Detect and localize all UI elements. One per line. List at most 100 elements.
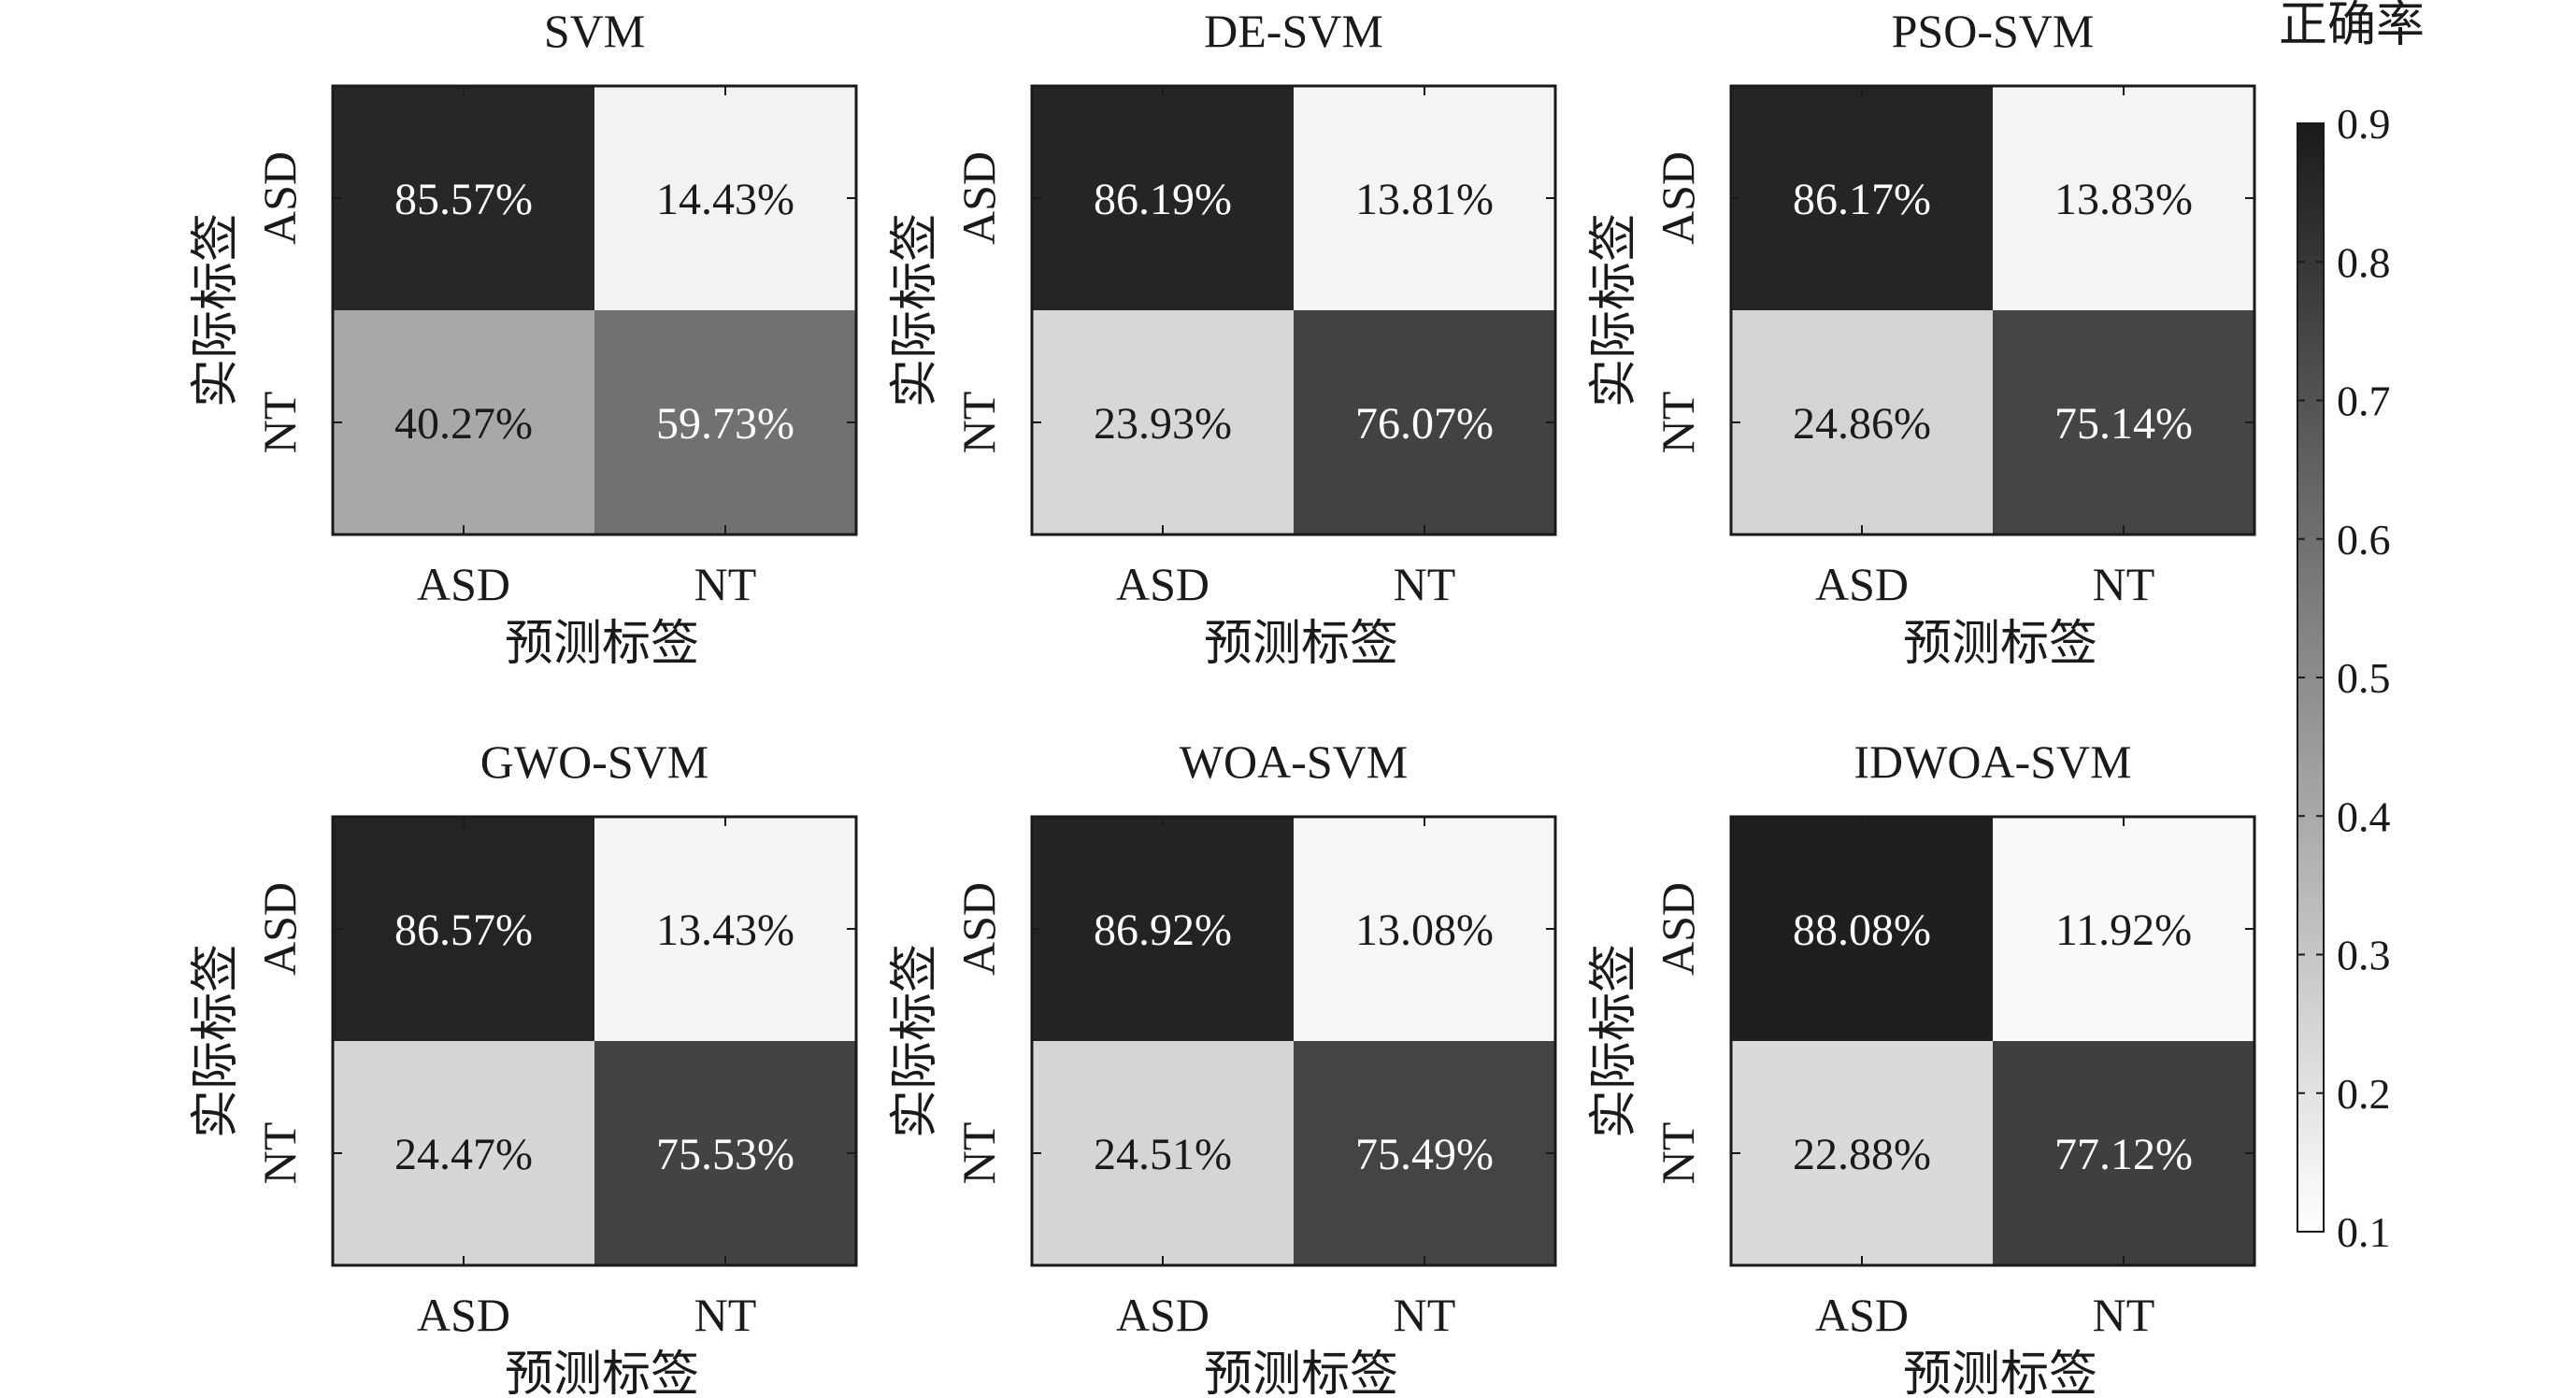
colorbar-tick-label: 0.7: [2337, 378, 2391, 425]
matrix-cell: [1731, 817, 1993, 1041]
cell-value-label: 75.14%: [2054, 399, 2193, 449]
x-tick-label: ASD: [1815, 558, 1909, 610]
plot-frame: [331, 815, 858, 1267]
x-tick-label: NT: [1394, 558, 1456, 610]
x-axis-label: 预测标签: [505, 1348, 699, 1398]
x-tick-label: NT: [694, 558, 757, 610]
x-axis-label: 预测标签: [505, 618, 699, 671]
plot-frame: [1729, 815, 2256, 1267]
colorbar-tick-label: 0.4: [2337, 792, 2391, 840]
y-tick-label: ASD: [952, 882, 1005, 976]
colorbar-tick-label: 0.2: [2337, 1070, 2391, 1118]
matrix-cell: [333, 86, 594, 310]
confusion-matrix-3: 86.17% 13.83% 24.86% 75.14% PSO-SVM ASD NT 预测标签…: [1588, 5, 2256, 671]
cell-value-label: 13.81%: [1355, 175, 1494, 224]
matrix-cell: [333, 1041, 594, 1265]
colorbar-tick-label: 0.8: [2337, 238, 2391, 286]
cell-value-label: 22.88%: [1793, 1130, 1931, 1179]
confusion-matrix-6: 88.08% 11.92% 22.88% 77.12% IDWOA-SVM ASD NT 预测…: [1588, 735, 2256, 1398]
chart-title: SVM: [544, 5, 645, 57]
cell-value-label: 86.92%: [1094, 906, 1232, 955]
cell-value-label: 40.27%: [394, 399, 533, 449]
matrix-cell: [1294, 86, 1555, 310]
y-tick-label: ASD: [1652, 882, 1704, 976]
cell-value-label: 11.92%: [2055, 906, 2192, 955]
x-tick-label: NT: [2093, 1289, 2155, 1341]
cell-value-label: 88.08%: [1793, 906, 1931, 955]
plot-frame: [1030, 84, 1557, 536]
matrix-cell: [1032, 310, 1294, 535]
cell-value-label: 14.43%: [656, 175, 794, 224]
cell-value-label: 86.17%: [1793, 175, 1931, 224]
x-tick-label: ASD: [1116, 558, 1209, 610]
matrix-cell: [1032, 817, 1294, 1041]
x-tick-label: NT: [1394, 1289, 1456, 1341]
colorbar-tick-label: 0.1: [2337, 1208, 2391, 1256]
matrix-cell: [1993, 310, 2254, 535]
matrix-cell: [594, 817, 856, 1041]
x-axis-label: 预测标签: [1204, 1348, 1398, 1398]
cell-value-label: 86.19%: [1094, 175, 1232, 224]
y-tick-label: ASD: [952, 151, 1005, 245]
confusion-matrix-5: 86.92% 13.08% 24.51% 75.49% WOA-SVM ASD NT 预测标签…: [889, 735, 1557, 1398]
matrix-cell: [1731, 310, 1993, 535]
cell-value-label: 76.07%: [1355, 399, 1494, 449]
y-tick-label: ASD: [253, 882, 306, 976]
x-tick-label: NT: [2093, 558, 2155, 610]
chart-title: GWO-SVM: [480, 735, 708, 788]
cell-value-label: 13.83%: [2054, 175, 2193, 224]
y-tick-label: NT: [952, 1122, 1005, 1185]
cell-value-label: 24.47%: [394, 1130, 533, 1179]
x-tick-label: NT: [694, 1289, 757, 1341]
cell-value-label: 23.93%: [1094, 399, 1232, 449]
colorbar-tick-label: 0.5: [2337, 654, 2391, 702]
matrix-cell: [1294, 310, 1555, 535]
x-tick-label: ASD: [417, 1289, 510, 1341]
colorbar-tick-label: 0.9: [2337, 100, 2391, 148]
chart-title: WOA-SVM: [1180, 735, 1408, 788]
cell-value-label: 24.51%: [1094, 1130, 1232, 1179]
colorbar: 0.9 0.8 0.7 0.6 0.5 0.4 0.3 0.2 0.1 正确率: [2279, 0, 2425, 1256]
y-tick-label: NT: [952, 392, 1005, 454]
y-axis-label: 实际标签: [1588, 213, 1641, 407]
cell-value-label: 13.43%: [656, 906, 794, 955]
colorbar-tick-label: 0.3: [2337, 932, 2391, 979]
cell-value-label: 59.73%: [656, 399, 794, 449]
x-axis-label: 预测标签: [1204, 618, 1398, 671]
matrix-cell: [1731, 86, 1993, 310]
matrix-cell: [333, 817, 594, 1041]
matrix-cell: [1032, 86, 1294, 310]
matrix-cell: [1731, 1041, 1993, 1265]
y-tick-label: NT: [253, 1122, 306, 1185]
cell-value-label: 86.57%: [394, 906, 533, 955]
y-axis-label: 实际标签: [889, 944, 942, 1138]
colorbar-tick-label: 0.6: [2337, 516, 2391, 563]
x-axis-label: 预测标签: [1903, 618, 2097, 671]
plot-frame: [1729, 84, 2256, 536]
matrix-cell: [333, 310, 594, 535]
x-axis-label: 预测标签: [1903, 1348, 2097, 1398]
plot-frame: [331, 84, 858, 536]
x-tick-label: ASD: [417, 558, 510, 610]
cell-value-label: 13.08%: [1355, 906, 1494, 955]
cell-value-label: 77.12%: [2054, 1130, 2193, 1179]
chart-title: IDWOA-SVM: [1853, 735, 2131, 788]
matrix-cell: [1032, 1041, 1294, 1265]
confusion-matrix-4: 86.57% 13.43% 24.47% 75.53% GWO-SVM ASD NT 预测标签…: [190, 735, 858, 1398]
y-tick-label: NT: [1652, 392, 1704, 454]
y-tick-label: ASD: [1652, 151, 1704, 245]
cell-value-label: 24.86%: [1793, 399, 1931, 449]
colorbar-title: 正确率: [2279, 0, 2425, 52]
matrix-cell: [594, 86, 856, 310]
cell-value-label: 85.57%: [394, 175, 533, 224]
matrix-cell: [1993, 817, 2254, 1041]
x-tick-label: ASD: [1116, 1289, 1209, 1341]
matrix-cell: [1993, 86, 2254, 310]
y-axis-label: 实际标签: [190, 944, 243, 1138]
x-tick-label: ASD: [1815, 1289, 1909, 1341]
chart-title: PSO-SVM: [1892, 5, 2095, 57]
cell-value-label: 75.49%: [1355, 1130, 1494, 1179]
y-tick-label: NT: [1652, 1122, 1704, 1185]
matrix-cell: [1294, 817, 1555, 1041]
y-tick-label: ASD: [253, 151, 306, 245]
